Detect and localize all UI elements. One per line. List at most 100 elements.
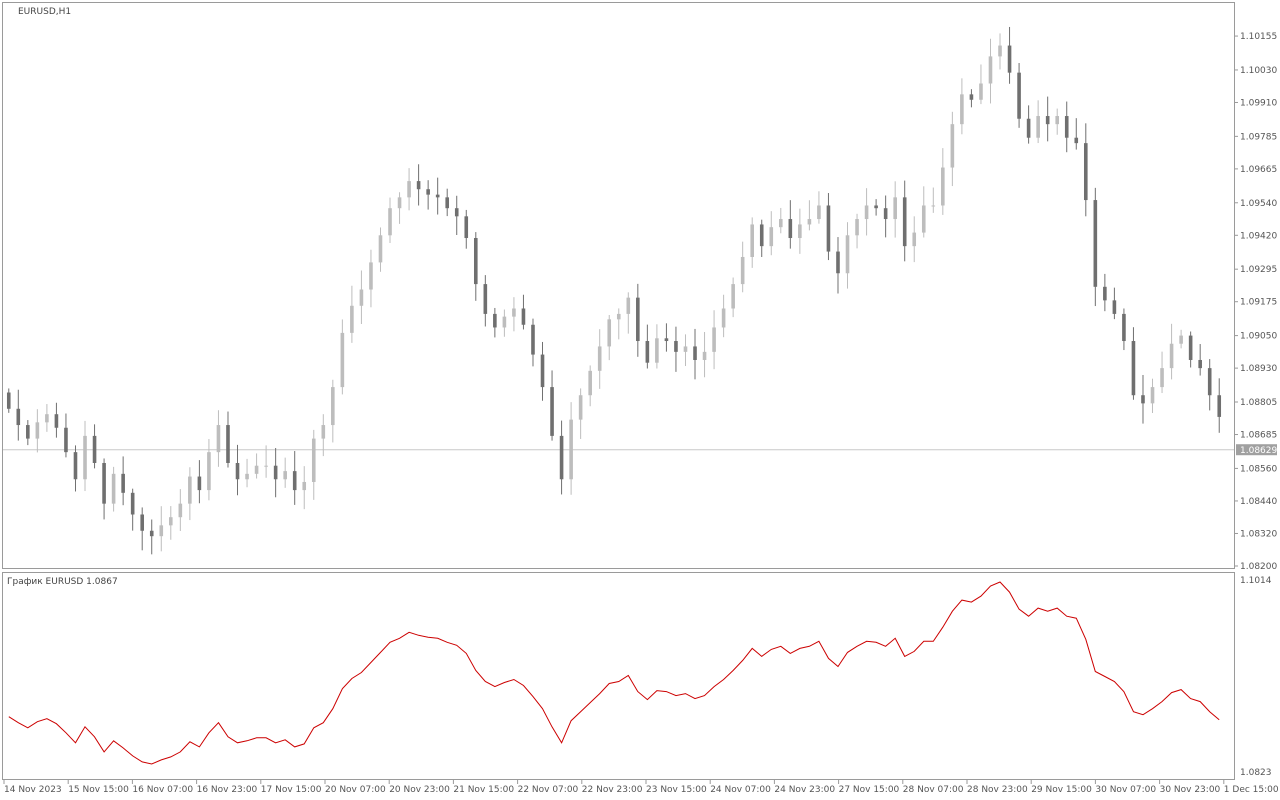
bear-candle — [273, 465, 278, 480]
bear-candle — [1083, 143, 1088, 201]
bull-candle — [1160, 368, 1164, 388]
bull-candle — [388, 208, 392, 236]
price-tick-label: 1.09540 — [1240, 199, 1277, 209]
bear-candle — [1007, 45, 1012, 73]
bear-candle — [54, 414, 59, 428]
bear-candle — [1103, 286, 1107, 301]
bull-candle — [245, 473, 249, 480]
bear-candle — [664, 338, 669, 342]
bull-candle — [1169, 343, 1174, 369]
price-tick-label: 1.09785 — [1240, 132, 1277, 142]
bull-candle — [168, 517, 173, 526]
bull-candle — [721, 308, 726, 328]
price-tick-label: 1.09295 — [1240, 265, 1277, 275]
bull-candle — [798, 224, 802, 239]
bull-candle — [254, 465, 259, 474]
candles — [6, 26, 1222, 555]
bull-candle — [616, 313, 621, 320]
bear-candle — [435, 194, 440, 198]
indicator-panel[interactable]: График EURUSD 1.0867 1.1014 1.0823 — [2, 572, 1272, 780]
indicator-title: График EURUSD 1.0867 — [7, 577, 118, 587]
bull-candle — [817, 205, 821, 220]
price-tick-label: 1.08200 — [1240, 562, 1277, 572]
price-panel-frame — [2, 2, 1235, 569]
time-tick-label: 17 Nov 15:00 — [261, 785, 322, 795]
bear-candle — [883, 208, 888, 220]
time-tick-label: 21 Nov 15:00 — [453, 785, 514, 795]
bull-candle — [731, 284, 735, 309]
bull-candle — [311, 438, 316, 482]
bull-candle — [950, 124, 955, 168]
bear-candle — [292, 471, 297, 491]
bear-candle — [73, 452, 78, 480]
time-tick-label: 14 Nov 2023 — [4, 785, 62, 795]
bear-candle — [235, 462, 240, 480]
time-tick-label: 24 Nov 23:00 — [774, 785, 835, 795]
bull-candle — [188, 476, 192, 504]
bear-candle — [1074, 137, 1079, 144]
bull-candle — [998, 45, 1002, 57]
bull-candle — [769, 227, 774, 247]
bear-candle — [1141, 395, 1145, 404]
bear-candle — [483, 284, 488, 314]
bear-candle — [1045, 116, 1050, 125]
price-tick-label: 1.10155 — [1240, 32, 1277, 42]
bull-candle — [702, 351, 707, 360]
bear-candle — [1188, 335, 1193, 360]
bear-candle — [493, 313, 497, 328]
bull-candle — [845, 235, 850, 274]
time-tick-label: 30 Nov 23:00 — [1160, 785, 1221, 795]
bear-candle — [1017, 72, 1021, 119]
bear-candle — [531, 324, 535, 355]
bull-candle — [512, 308, 516, 317]
time-tick-label: 20 Nov 07:00 — [325, 785, 386, 795]
price-panel[interactable]: EURUSD,H1 1.101551.100301.099101.097851.… — [2, 2, 1278, 573]
current-price-label: 1.08629 — [1240, 446, 1277, 456]
price-tick-label: 1.09420 — [1240, 231, 1277, 241]
bull-candle — [960, 94, 964, 125]
bull-candle — [45, 414, 49, 423]
bull-candle — [941, 167, 945, 206]
bear-candle — [1207, 368, 1212, 396]
symbol-title: EURUSD,H1 — [18, 7, 71, 17]
bear-candle — [454, 208, 459, 217]
bull-candle — [864, 205, 869, 220]
bull-candle — [340, 332, 345, 388]
bear-candle — [16, 408, 21, 426]
bear-candle — [1131, 341, 1136, 396]
bear-candle — [149, 530, 154, 537]
time-tick-label: 23 Nov 15:00 — [646, 785, 707, 795]
bull-candle — [1055, 116, 1060, 125]
price-tick-label: 1.08930 — [1240, 364, 1277, 374]
bull-candle — [207, 452, 211, 491]
bear-candle — [26, 425, 30, 439]
price-tick-label: 1.09050 — [1240, 332, 1277, 342]
bull-candle — [283, 471, 287, 480]
indicator-line — [8, 581, 1220, 765]
bear-candle — [1122, 313, 1126, 342]
bull-candle — [683, 346, 688, 352]
price-tick-label: 1.08685 — [1240, 431, 1277, 441]
time-tick-label: 28 Nov 07:00 — [903, 785, 964, 795]
bear-candle — [902, 197, 907, 247]
bull-candle — [216, 425, 221, 453]
bull-candle — [359, 289, 364, 306]
time-axis: 14 Nov 2023 15 Nov 15:00 16 Nov 07:00 16 No… — [3, 780, 1279, 795]
bull-candle — [988, 56, 993, 84]
bear-candle — [1112, 300, 1117, 314]
bear-candle — [1064, 116, 1069, 138]
bull-candle — [569, 419, 573, 480]
bear-candle — [464, 216, 469, 239]
bear-candle — [6, 392, 11, 409]
bull-candle — [750, 224, 755, 257]
price-tick-label: 1.08440 — [1240, 497, 1277, 507]
time-tick-label: 24 Nov 07:00 — [710, 785, 771, 795]
time-tick-label: 20 Nov 23:00 — [389, 785, 450, 795]
price-tick-label: 1.08560 — [1240, 464, 1277, 474]
bear-candle — [473, 238, 478, 285]
bull-candle — [350, 305, 354, 333]
bear-candle — [426, 189, 430, 195]
bear-candle — [645, 341, 650, 363]
bull-candle — [893, 197, 897, 220]
